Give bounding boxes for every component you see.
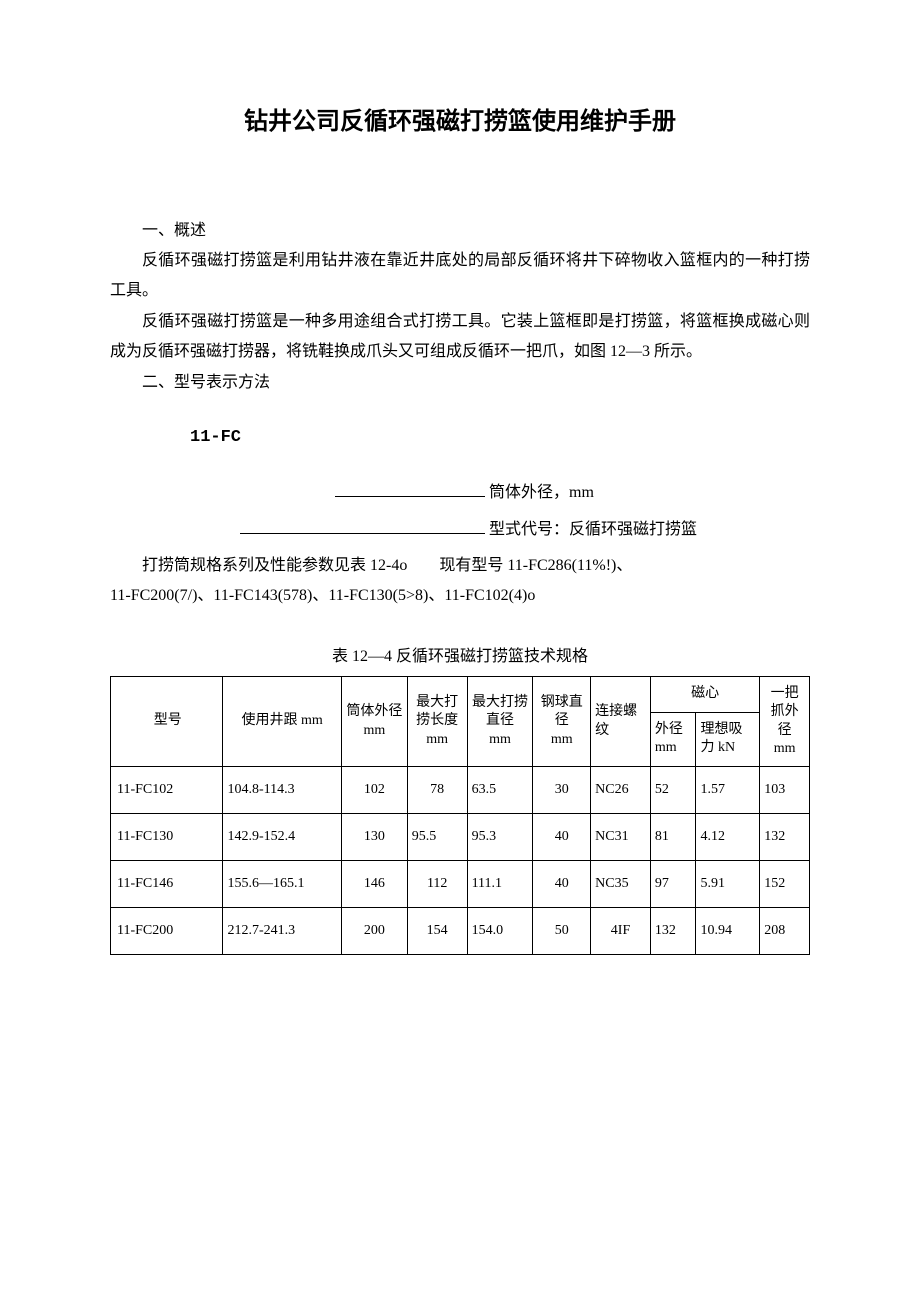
th-ball-unit: mm: [551, 732, 573, 747]
cell-od: 102: [341, 766, 407, 813]
cell-magod: 81: [650, 813, 696, 860]
cell-kn: 4.12: [696, 813, 760, 860]
table-header: 型号 使用井跟 mm 筒体外径 mm 最大打捞长度 mm 最大打捞直径 mm 钢…: [111, 677, 810, 767]
th-max-len-label: 最大打捞长度: [416, 695, 458, 728]
cell-kn: 10.94: [696, 907, 760, 954]
paragraph-3b: 现有型号 11-FC286(11%!)、: [439, 557, 632, 574]
cell-well: 104.8-114.3: [223, 766, 342, 813]
th-mag-od-unit: mm: [655, 740, 677, 755]
cell-od: 146: [341, 860, 407, 907]
paragraph-4: 11-FC200(7/)、11-FC143(578)、11-FC130(5>8)…: [110, 581, 810, 611]
th-max-dia-unit: mm: [489, 732, 511, 747]
th-grip: 一把抓外径 mm: [760, 677, 810, 767]
th-magnet: 磁心: [650, 677, 759, 713]
cell-grip: 103: [760, 766, 810, 813]
cell-od: 130: [341, 813, 407, 860]
cell-well: 155.6—165.1: [223, 860, 342, 907]
cell-magod: 132: [650, 907, 696, 954]
th-max-len-unit: mm: [426, 732, 448, 747]
cell-magod: 52: [650, 766, 696, 813]
th-thread: 连接螺纹: [591, 677, 651, 767]
cell-ball: 50: [533, 907, 591, 954]
paragraph-2: 反循环强磁打捞篮是一种多用途组合式打捞工具。它装上篮框即是打捞篮，将篮框换成磁心…: [110, 307, 810, 368]
legend-rule-2: [240, 523, 485, 534]
paragraph-3a: 打捞筒规格系列及性能参数见表 12-4o: [142, 557, 407, 574]
legend-rule-1: [335, 487, 485, 498]
th-model: 型号: [111, 677, 223, 767]
cell-grip: 152: [760, 860, 810, 907]
cell-model: 11-FC200: [111, 907, 223, 954]
cell-kn: 1.57: [696, 766, 760, 813]
section-1-heading: 一、概述: [110, 216, 810, 246]
th-outer-dia-label: 筒体外径: [346, 704, 402, 719]
cell-well: 212.7-241.3: [223, 907, 342, 954]
th-mag-od: 外径 mm: [650, 712, 696, 766]
cell-grip: 132: [760, 813, 810, 860]
cell-thread: NC35: [591, 860, 651, 907]
th-ball-label: 钢球直径: [541, 695, 583, 728]
legend-line-2: 型式代号：反循环强磁打捞篮: [240, 515, 810, 545]
cell-ball: 40: [533, 813, 591, 860]
cell-model: 11-FC130: [111, 813, 223, 860]
cell-dia: 95.3: [467, 813, 533, 860]
th-ball: 钢球直径 mm: [533, 677, 591, 767]
th-mag-force: 理想吸力 kN: [696, 712, 760, 766]
paragraph-1: 反循环强磁打捞篮是利用钻井液在靠近井底处的局部反循环将井下碎物收入篮框内的一种打…: [110, 246, 810, 307]
cell-ball: 30: [533, 766, 591, 813]
cell-thread: NC26: [591, 766, 651, 813]
cell-well: 142.9-152.4: [223, 813, 342, 860]
th-grip-unit: mm: [774, 741, 796, 756]
cell-thread: NC31: [591, 813, 651, 860]
cell-len: 78: [407, 766, 467, 813]
cell-dia: 154.0: [467, 907, 533, 954]
th-well: 使用井跟 mm: [223, 677, 342, 767]
th-max-dia: 最大打捞直径 mm: [467, 677, 533, 767]
cell-len: 154: [407, 907, 467, 954]
table-body: 11-FC102 104.8-114.3 102 78 63.5 30 NC26…: [111, 766, 810, 954]
cell-model: 11-FC146: [111, 860, 223, 907]
legend-line-1: 筒体外径，mm: [335, 478, 810, 508]
cell-model: 11-FC102: [111, 766, 223, 813]
cell-kn: 5.91: [696, 860, 760, 907]
model-code-label: 11-FC: [190, 422, 810, 454]
th-max-len: 最大打捞长度 mm: [407, 677, 467, 767]
table-caption: 表 12—4 反循环强磁打捞篮技术规格: [110, 642, 810, 672]
table-row: 11-FC146 155.6—165.1 146 112 111.1 40 NC…: [111, 860, 810, 907]
paragraph-3: 打捞筒规格系列及性能参数见表 12-4o 现有型号 11-FC286(11%!)…: [110, 551, 810, 581]
legend-text-2: 型式代号：反循环强磁打捞篮: [489, 521, 697, 538]
legend-text-1: 筒体外径，mm: [489, 484, 594, 501]
cell-len: 95.5: [407, 813, 467, 860]
cell-thread: 4IF: [591, 907, 651, 954]
table-row: 11-FC130 142.9-152.4 130 95.5 95.3 40 NC…: [111, 813, 810, 860]
cell-grip: 208: [760, 907, 810, 954]
cell-dia: 63.5: [467, 766, 533, 813]
th-max-dia-label: 最大打捞直径: [472, 695, 528, 728]
th-mag-od-label: 外径: [655, 722, 683, 737]
th-outer-dia-unit: mm: [363, 723, 385, 738]
document-title: 钻井公司反循环强磁打捞篮使用维护手册: [110, 100, 810, 146]
cell-od: 200: [341, 907, 407, 954]
cell-ball: 40: [533, 860, 591, 907]
cell-magod: 97: [650, 860, 696, 907]
cell-dia: 111.1: [467, 860, 533, 907]
cell-len: 112: [407, 860, 467, 907]
table-row: 11-FC102 104.8-114.3 102 78 63.5 30 NC26…: [111, 766, 810, 813]
table-row: 11-FC200 212.7-241.3 200 154 154.0 50 4I…: [111, 907, 810, 954]
th-outer-dia: 筒体外径 mm: [341, 677, 407, 767]
th-grip-label: 一把抓外径: [771, 686, 799, 737]
spec-table: 型号 使用井跟 mm 筒体外径 mm 最大打捞长度 mm 最大打捞直径 mm 钢…: [110, 676, 810, 955]
section-2-heading: 二、型号表示方法: [110, 368, 810, 398]
